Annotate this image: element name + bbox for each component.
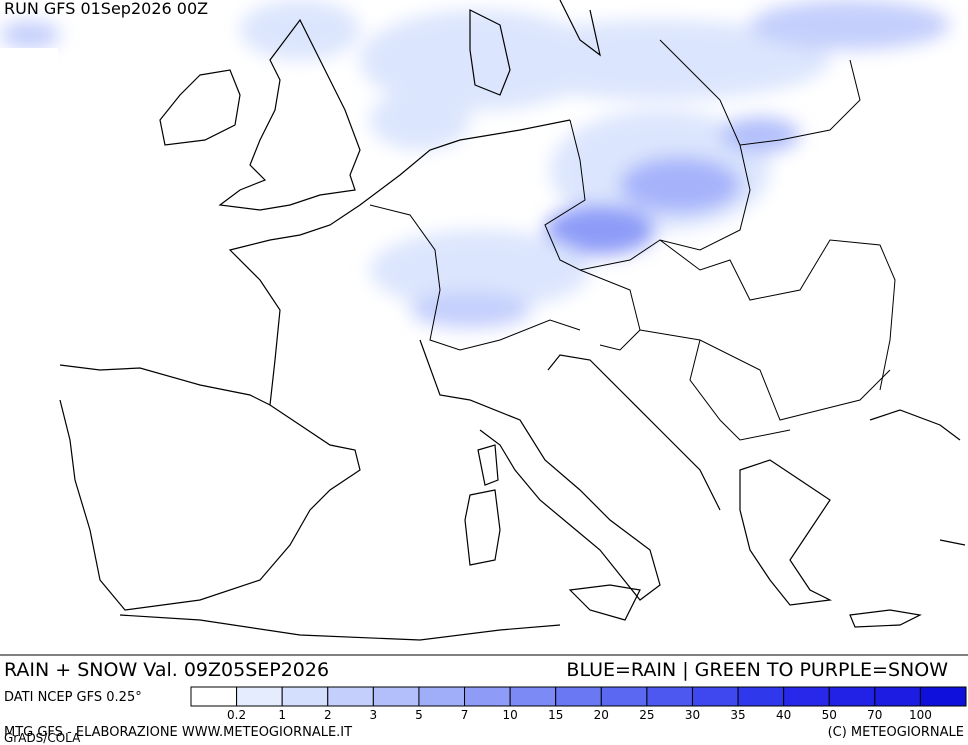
source-label: DATI NCEP GFS 0.25° [4,690,142,705]
legend-swatch [874,686,921,707]
legend-tick-label: 7 [461,708,469,722]
legend-swatch [600,686,648,707]
legend-swatch [509,686,557,707]
software-label: GrADS/COLA [4,731,81,745]
legend-swatch [327,686,374,707]
copyright-label: (C) METEOGIORNALE [828,725,964,740]
legend-swatch [464,686,511,707]
legend-swatch [372,686,420,707]
legend-swatch [783,686,830,707]
legend-tick-label: 1 [278,708,286,722]
legend-tick-label: 3 [370,708,378,722]
legend-tick-label: 70 [867,708,882,722]
credit-label: MTG GFS - ELABORAZIONE WWW.METEOGIORNALE… [4,725,352,740]
field-label: RAIN + SNOW Val. 09Z05SEP2026 [4,659,329,681]
borders [369,39,896,441]
legend-swatch [190,686,238,707]
legend-tick-label: 40 [776,708,791,722]
legend-swatch [828,686,876,707]
data-edge [0,48,58,158]
legend-swatch [737,686,785,707]
legend-swatch [555,686,602,707]
legend-tick-label: 15 [548,708,563,722]
run-title: RUN GFS 01Sep2026 00Z [4,0,208,18]
legend-tick-label: 2 [324,708,332,722]
legend-tick-label: 0.2 [227,708,246,722]
legend-swatch [281,686,329,707]
legend-swatch [418,686,466,707]
legend-swatch [691,686,739,707]
precipitation [0,0,950,328]
legend-swatch [236,686,283,707]
legend-tick-label: 50 [822,708,837,722]
legend-tick-label: 5 [415,708,423,722]
legend-tick-label: 35 [730,708,745,722]
legend: 0.2 1 2 3 5 7 10 15 20 25 30 35 40 50 70 100 [190,686,967,722]
color-key-label: BLUE=RAIN | GREEN TO PURPLE=SNOW [566,659,948,681]
legend-tick-label: 20 [594,708,609,722]
legend-tick-label: 30 [685,708,700,722]
legend-tick-label: 25 [639,708,654,722]
legend-tick-label: 100 [909,708,932,722]
legend-swatch [646,686,693,707]
coastlines [59,0,966,641]
legend-tick-label: 10 [502,708,517,722]
legend-swatch [919,686,967,707]
